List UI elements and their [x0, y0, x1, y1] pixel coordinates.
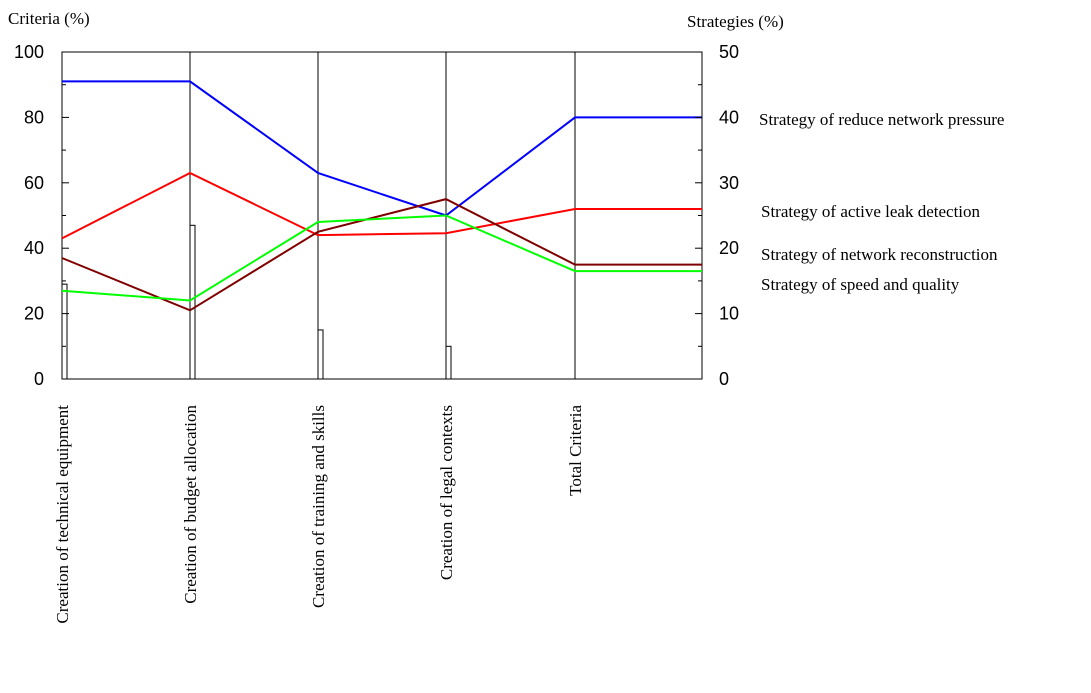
left-tick-label: 60: [24, 173, 44, 193]
legend-entry: Strategy of reduce network pressure: [759, 110, 1004, 129]
category-label: Creation of training and skills: [309, 405, 328, 608]
category-label: Creation of legal contexts: [437, 405, 456, 580]
left-tick-label: 100: [14, 42, 44, 62]
legend-entry: Strategy of active leak detection: [761, 202, 981, 221]
right-axis-ticks: 0 10 20 30 40 50: [695, 42, 739, 389]
left-tick-label: 40: [24, 238, 44, 258]
right-tick-label: 0: [719, 369, 729, 389]
right-tick-label: 10: [719, 304, 739, 324]
category-labels: Creation of technical equipment Creation …: [53, 405, 585, 624]
criteria-bar: [189, 224, 196, 380]
left-tick-label: 20: [24, 304, 44, 324]
right-tick-label: 50: [719, 42, 739, 62]
legend: Strategy of reduce network pressure Strat…: [759, 110, 1004, 294]
series-line: [62, 80, 702, 217]
right-axis-title: Strategies (%): [687, 12, 784, 31]
legend-entry: Strategy of speed and quality: [761, 275, 960, 294]
right-tick-label: 20: [719, 238, 739, 258]
legend-entry: Strategy of network reconstruction: [761, 245, 998, 264]
category-label: Creation of budget allocation: [181, 405, 200, 604]
series-line: [61, 198, 702, 312]
left-tick-label: 0: [34, 369, 44, 389]
strategy-lines: [61, 80, 702, 312]
left-tick-label: 80: [24, 107, 44, 127]
criteria-bar: [61, 283, 68, 380]
criteria-bar: [445, 345, 452, 380]
left-axis-ticks: 0 20 40 60 80 100: [14, 42, 69, 389]
right-tick-label: 30: [719, 173, 739, 193]
series-line: [61, 171, 702, 240]
left-axis-title: Criteria (%): [8, 9, 90, 28]
right-tick-label: 40: [719, 107, 739, 127]
criteria-bar: [317, 329, 324, 380]
criteria-bars: [61, 224, 452, 380]
category-label: Creation of technical equipment: [53, 405, 72, 624]
series-line: [61, 214, 702, 302]
category-label: Total Criteria: [566, 405, 585, 496]
